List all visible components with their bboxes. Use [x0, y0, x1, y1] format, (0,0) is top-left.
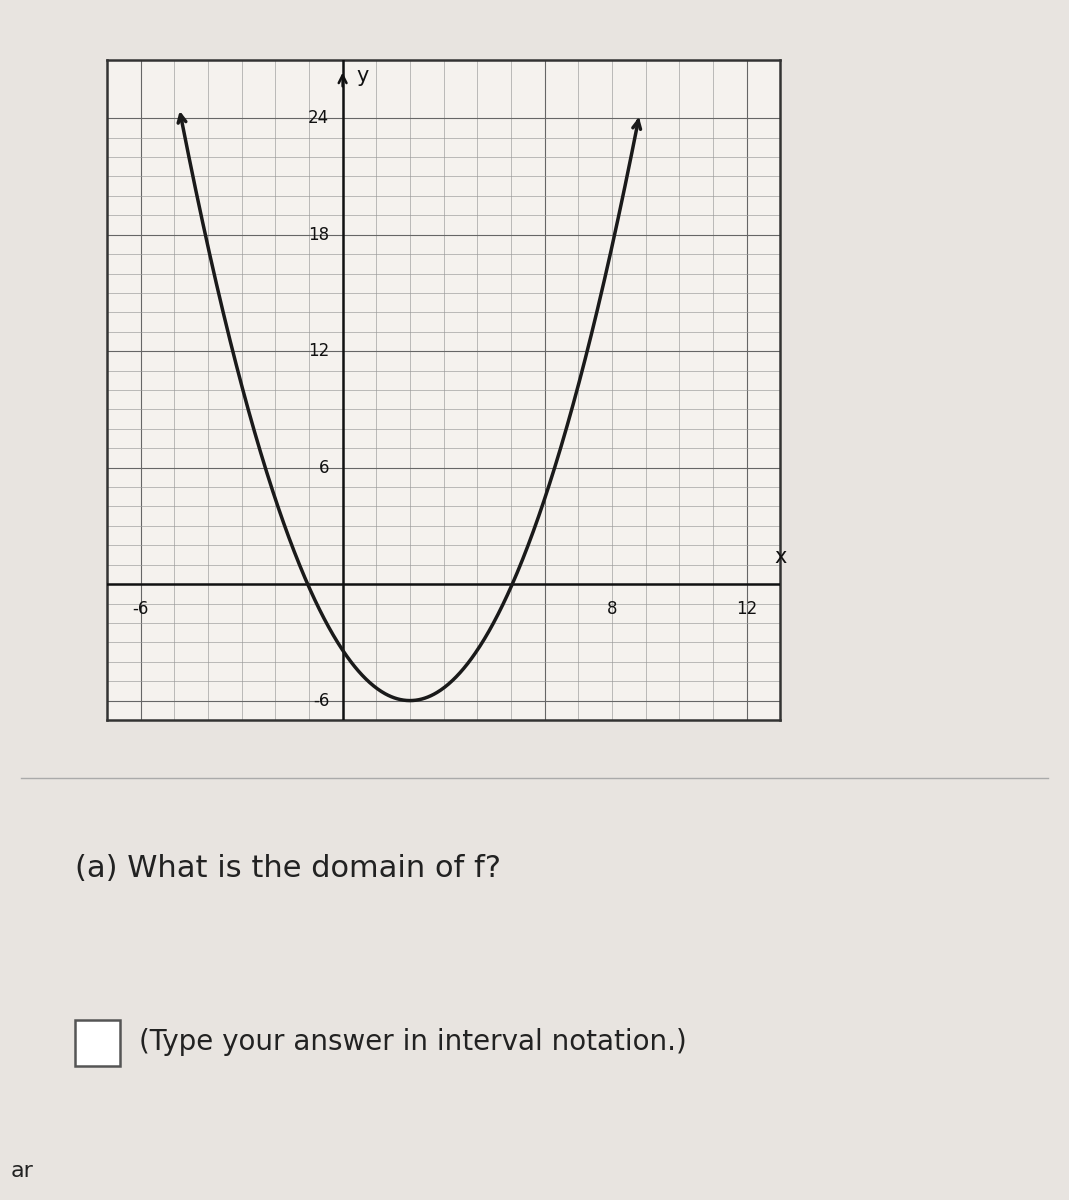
- Text: 12: 12: [308, 342, 329, 360]
- Text: x: x: [774, 547, 787, 566]
- Text: 18: 18: [308, 226, 329, 244]
- Text: y: y: [356, 66, 369, 85]
- Text: 12: 12: [737, 600, 757, 618]
- Text: (a) What is the domain of f?: (a) What is the domain of f?: [75, 854, 501, 883]
- Text: (Type your answer in interval notation.): (Type your answer in interval notation.): [139, 1027, 686, 1056]
- Text: ar: ar: [11, 1160, 33, 1181]
- Text: 24: 24: [308, 109, 329, 127]
- Text: -6: -6: [313, 691, 329, 709]
- Text: -6: -6: [133, 600, 149, 618]
- Text: 6: 6: [319, 458, 329, 476]
- Bar: [75, 1020, 120, 1066]
- Text: 8: 8: [607, 600, 617, 618]
